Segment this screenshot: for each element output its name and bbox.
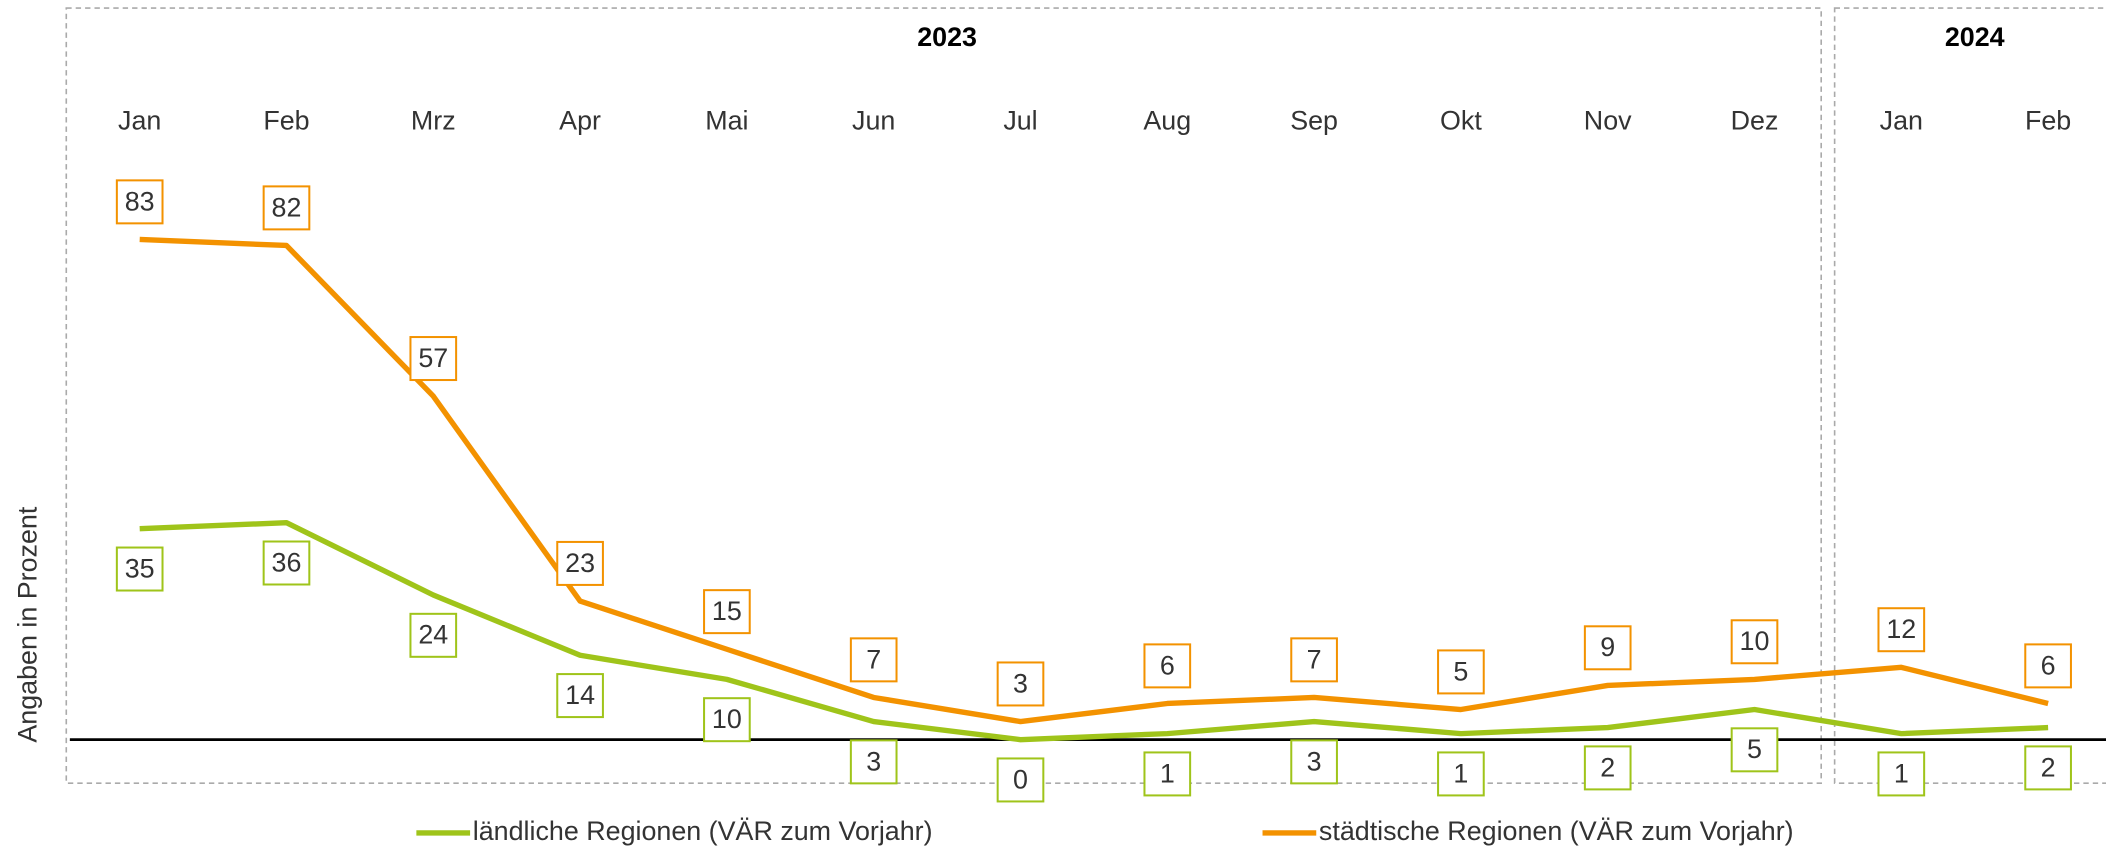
data-label: 14 bbox=[565, 680, 595, 710]
data-label: 7 bbox=[866, 644, 881, 674]
x-tick-label: Jan bbox=[1880, 105, 1923, 135]
data-label-box bbox=[1730, 727, 1779, 773]
data-label-box bbox=[409, 336, 458, 382]
data-label-box bbox=[1143, 643, 1192, 689]
data-label-box bbox=[1143, 751, 1192, 797]
data-label: 2 bbox=[2041, 752, 2056, 782]
data-label: 10 bbox=[712, 704, 742, 734]
data-label: 7 bbox=[1307, 644, 1322, 674]
data-label: 6 bbox=[2041, 650, 2056, 680]
data-label-box bbox=[1290, 637, 1338, 683]
data-label: 3 bbox=[1013, 668, 1028, 698]
data-label-box bbox=[996, 661, 1045, 707]
line bbox=[139, 520, 2049, 743]
data-label-box bbox=[409, 612, 458, 658]
data-label: 1 bbox=[1160, 758, 1175, 788]
x-tick-label: Jul bbox=[1003, 105, 1037, 135]
data-label-box bbox=[556, 540, 604, 586]
x-tick-label: Aug bbox=[1143, 105, 1191, 135]
x-tick-label: Feb bbox=[2025, 105, 2071, 135]
data-label: 5 bbox=[1747, 734, 1762, 764]
x-tick-label: Sep bbox=[1290, 105, 1338, 135]
legend-label: ländliche Regionen (VÄR zum Vorjahr) bbox=[473, 816, 933, 846]
data-label-box bbox=[1583, 745, 1632, 791]
data-label-box bbox=[1730, 619, 1779, 665]
x-tick-label: Mrz bbox=[411, 105, 456, 135]
data-label: 5 bbox=[1453, 656, 1468, 686]
data-label: 36 bbox=[272, 547, 302, 577]
data-label-box bbox=[2024, 643, 2072, 689]
data-label-box bbox=[1877, 751, 1926, 797]
data-label-box bbox=[1437, 751, 1485, 797]
data-label-box bbox=[703, 697, 751, 743]
data-label: 3 bbox=[1307, 746, 1322, 776]
data-label: 10 bbox=[1740, 626, 1770, 656]
year-box bbox=[65, 7, 1822, 784]
data-label-box bbox=[262, 185, 311, 231]
data-label: 0 bbox=[1013, 764, 1028, 794]
data-label-box bbox=[1290, 739, 1338, 785]
data-label: 23 bbox=[565, 548, 595, 578]
data-label: 2 bbox=[1600, 752, 1615, 782]
data-label-box bbox=[849, 739, 898, 785]
x-tick-label: Okt bbox=[1440, 105, 1482, 135]
data-label: 35 bbox=[125, 553, 155, 583]
x-tick-label: Nov bbox=[1584, 105, 1632, 135]
data-label-box bbox=[115, 546, 164, 592]
year-box bbox=[1833, 7, 2106, 784]
data-label: 9 bbox=[1600, 632, 1615, 662]
data-label: 3 bbox=[866, 746, 881, 776]
data-label: 1 bbox=[1453, 758, 1468, 788]
line bbox=[139, 236, 2049, 725]
data-label: 82 bbox=[272, 192, 302, 222]
year-label: 2023 bbox=[917, 22, 977, 52]
data-label-box bbox=[996, 757, 1045, 803]
data-label-box bbox=[2024, 745, 2072, 791]
data-label-box bbox=[556, 673, 604, 719]
data-label-box bbox=[703, 589, 751, 635]
data-label: 1 bbox=[1894, 758, 1909, 788]
data-label-box bbox=[1583, 625, 1632, 671]
y-axis-label: Angaben in Prozent bbox=[13, 506, 43, 742]
year-label: 2024 bbox=[1945, 22, 2005, 52]
x-tick-label: Apr bbox=[559, 105, 601, 135]
legend-label: städtische Regionen (VÄR zum Vorjahr) bbox=[1319, 816, 1794, 846]
data-label: 15 bbox=[712, 596, 742, 626]
data-label: 83 bbox=[125, 186, 155, 216]
data-label-box bbox=[115, 179, 164, 225]
data-label-box bbox=[1877, 607, 1926, 653]
x-tick-label: Mai bbox=[705, 105, 748, 135]
data-label-box bbox=[1437, 649, 1485, 695]
data-label: 57 bbox=[418, 343, 448, 373]
data-label: 6 bbox=[1160, 650, 1175, 680]
data-label-box bbox=[849, 637, 898, 683]
data-label-box bbox=[262, 540, 311, 586]
x-tick-label: Feb bbox=[263, 105, 309, 135]
data-label: 12 bbox=[1886, 614, 1916, 644]
x-tick-label: Jun bbox=[852, 105, 895, 135]
x-tick-label: Jan bbox=[118, 105, 161, 135]
data-label: 24 bbox=[418, 620, 448, 650]
x-tick-label: Dez bbox=[1731, 105, 1779, 135]
